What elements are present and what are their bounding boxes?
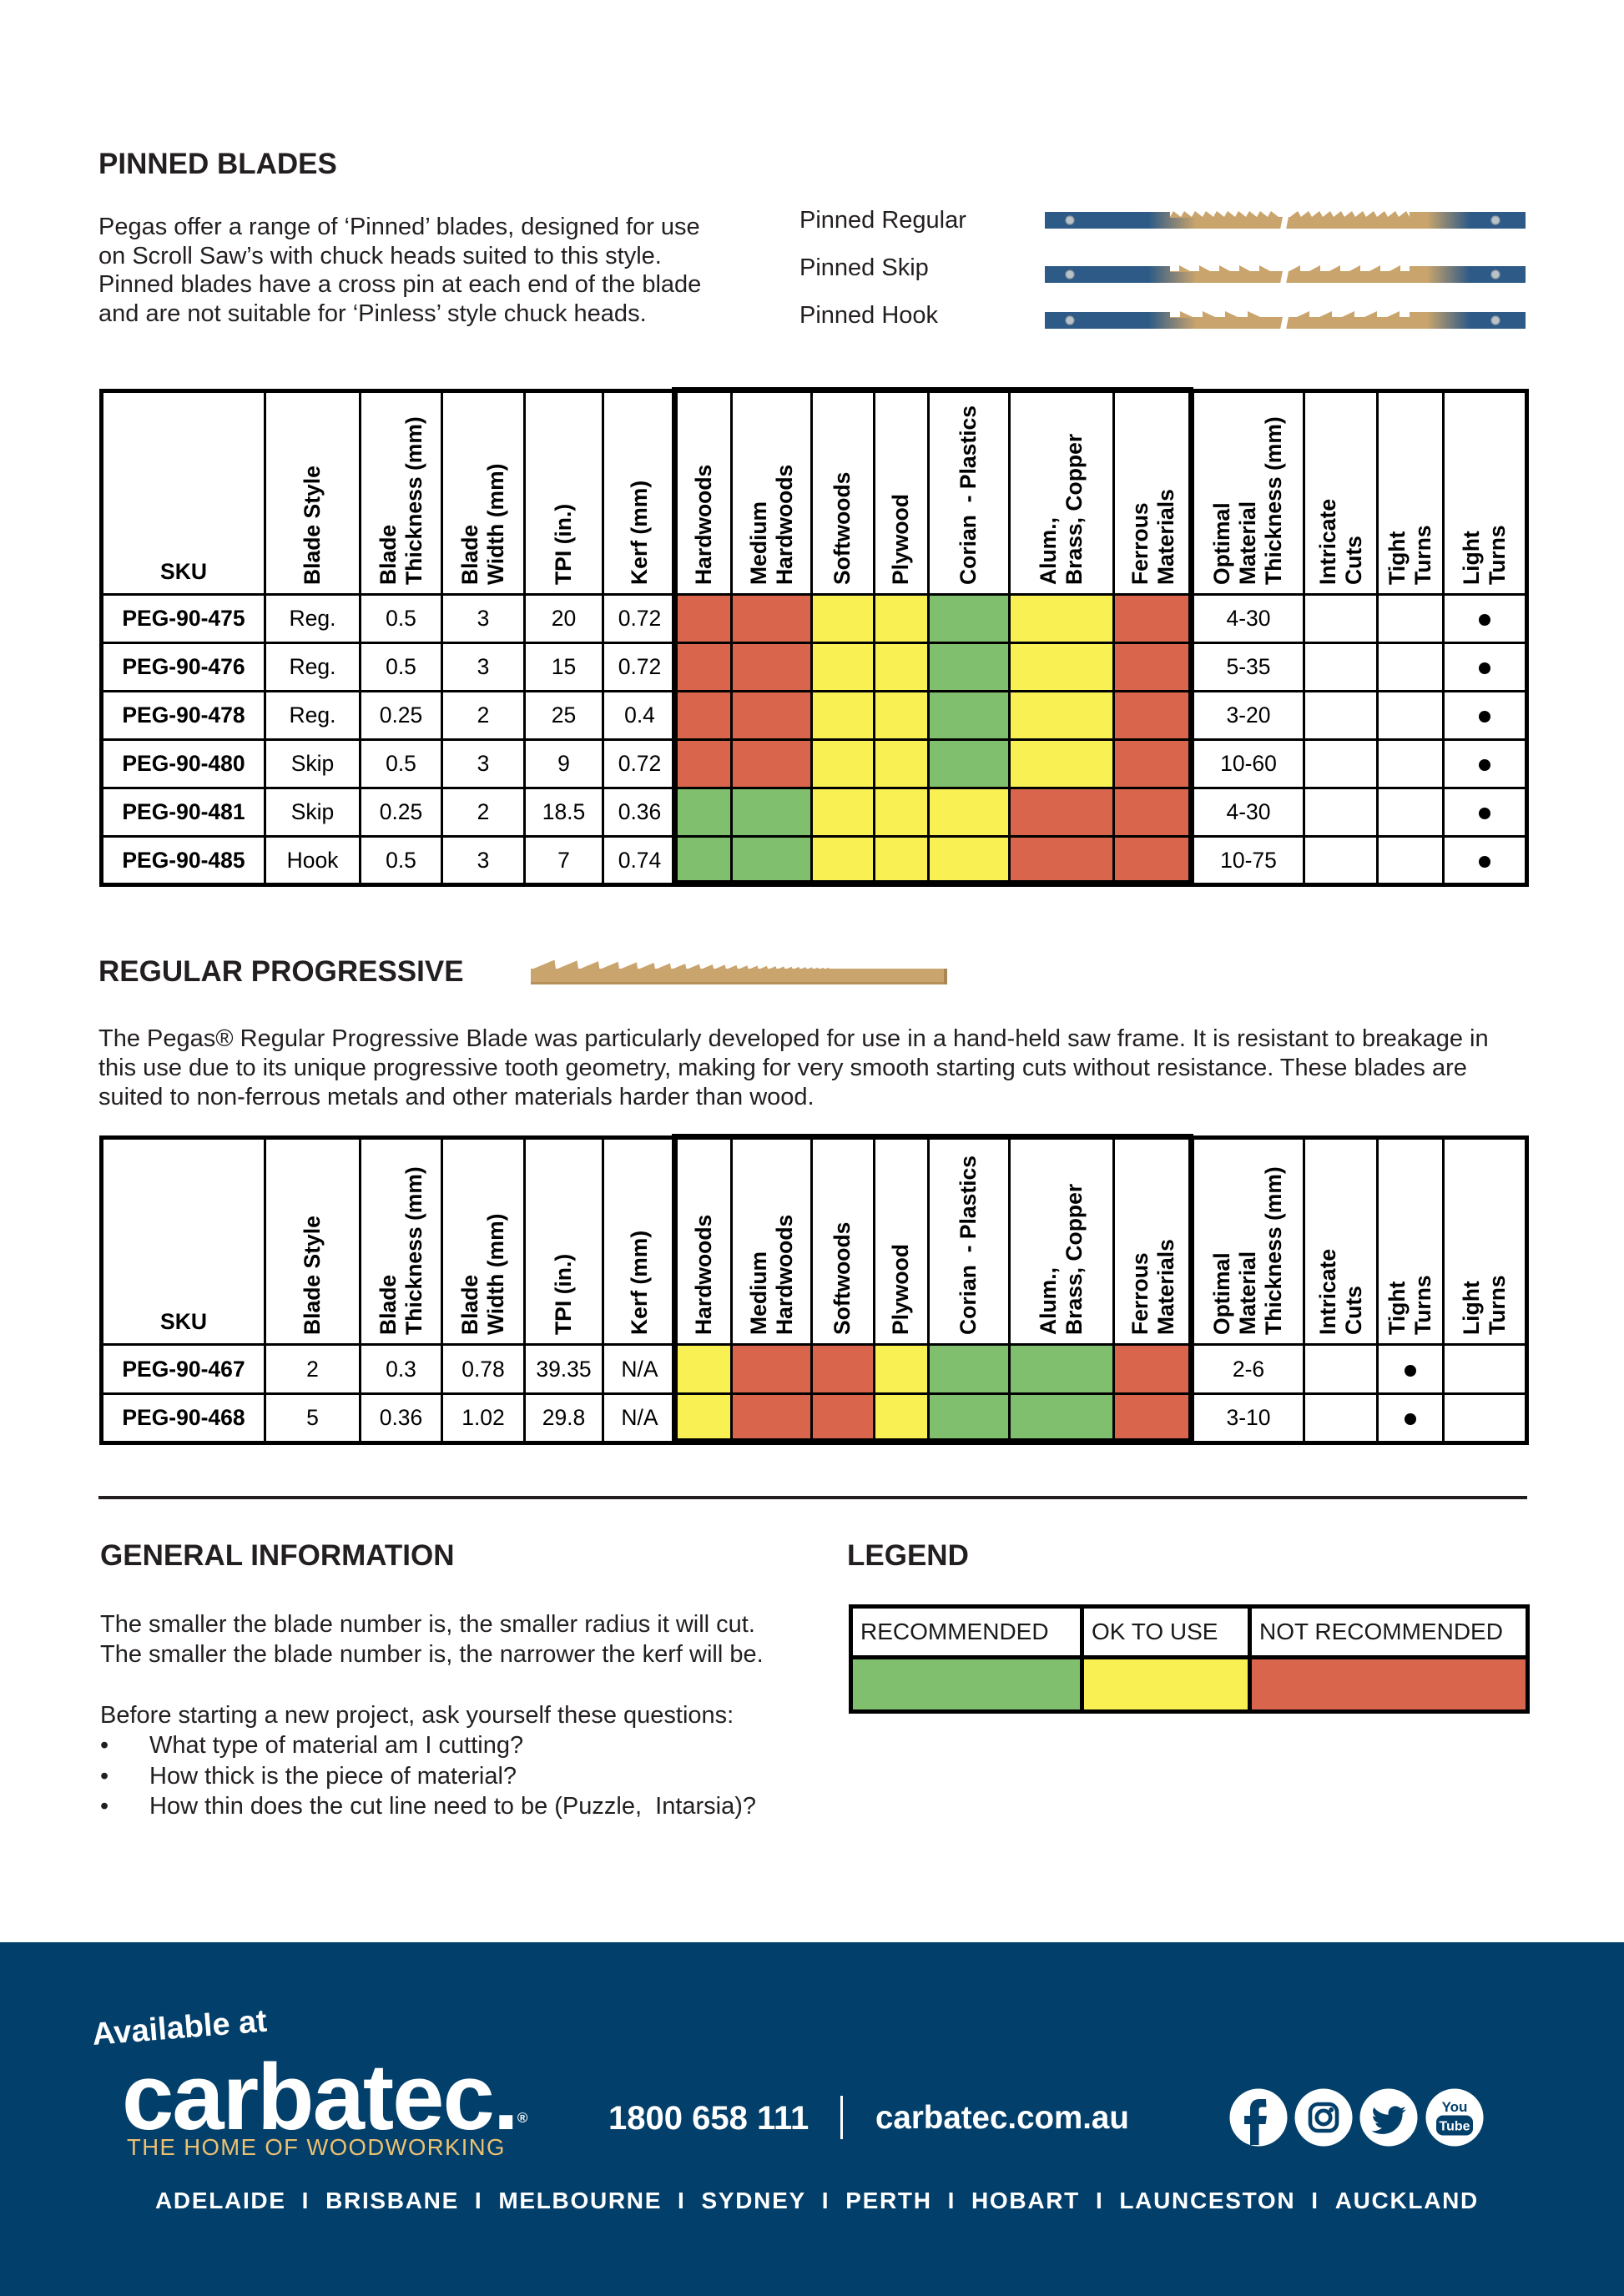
svg-text:Tube: Tube [1439, 2120, 1470, 2134]
svg-text:You: You [1442, 2099, 1468, 2115]
